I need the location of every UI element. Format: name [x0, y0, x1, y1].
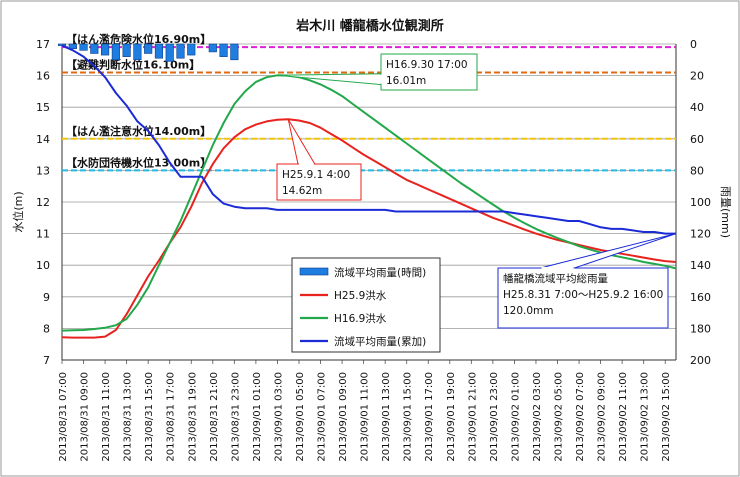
legend-label: H16.9洪水	[334, 313, 387, 325]
x-tick-label: 2013/09/02 07:00	[575, 372, 586, 462]
series-line-2	[61, 44, 676, 235]
x-tick-label: 2013/08/31 13:00	[123, 372, 134, 462]
x-tick-label: 2013/09/02 03:00	[532, 372, 543, 462]
x-tick-label: 2013/08/31 09:00	[80, 372, 91, 462]
y2-tick-label-0: 0	[690, 38, 697, 51]
threshold-label-3: 【水防団待機水位13.00m】	[66, 155, 211, 169]
y2-tick-label-200: 200	[690, 354, 711, 367]
chart-title: 岩木川 幡龍橋水位観測所	[295, 18, 444, 34]
y-tick-label-11: 11	[36, 228, 50, 241]
y-tick-label-14: 14	[36, 133, 50, 146]
threshold-lines: 【はん濫危険水位16.90m】【避難判断水位16.10m】【はん濫注意水位14.…	[62, 32, 676, 172]
annotation-text: H25.8.31 7:00～H25.9.2 16:00	[503, 289, 663, 301]
rainfall-bar	[79, 43, 88, 51]
rainfall-bar	[219, 43, 228, 57]
y-tick-label-12: 12	[36, 196, 50, 209]
rainfall-bar	[101, 43, 110, 56]
x-tick-label: 2013/09/02 15:00	[661, 372, 672, 462]
x-tick-label: 2013/09/01 17:00	[424, 372, 435, 462]
legend-label: H25.9洪水	[334, 290, 387, 302]
rainfall-bar	[187, 43, 196, 56]
x-tick-label: 2013/08/31 11:00	[101, 372, 112, 462]
annotation-text: H16.9.30 17:00	[386, 59, 468, 71]
x-tick-label: 2013/09/02 09:00	[597, 372, 608, 462]
rainfall-bar	[90, 43, 99, 54]
y2-tick-label-140: 140	[690, 259, 711, 272]
x-tick-label: 2013/09/01 13:00	[381, 372, 392, 462]
x-tick-label: 2013/09/01 19:00	[446, 372, 457, 462]
annotation-text: 幡龍橋流域平均総雨量	[503, 272, 608, 285]
rainfall-bars	[57, 43, 239, 62]
annotation-text: 14.62m	[282, 185, 322, 197]
annotation-total: 幡龍橋流域平均総雨量 H25.8.31 7:00～H25.9.2 16:00 120…	[497, 233, 677, 329]
y2-tick-label-60: 60	[690, 133, 704, 146]
rainfall-bar	[122, 43, 131, 57]
series-line-1	[61, 74, 677, 332]
y2-tick-label-40: 40	[690, 101, 704, 114]
y-tick-label-9: 9	[43, 291, 50, 304]
annotation-box	[276, 163, 362, 201]
y-tick-label-13: 13	[36, 164, 50, 177]
y-tick-label-10: 10	[36, 259, 50, 272]
rainfall-bar	[144, 43, 153, 54]
y-tick-label-17: 17	[36, 38, 50, 51]
x-tick-label: 2013/08/31 19:00	[187, 372, 198, 462]
x-tick-label: 2013/09/01 21:00	[467, 372, 478, 462]
x-tick-label: 2013/09/02 05:00	[554, 372, 565, 462]
y-tick-label-15: 15	[36, 101, 50, 114]
annotation-h25: H25.9.1 4:00 14.62m	[276, 118, 362, 201]
y2-tick-label-80: 80	[690, 164, 704, 177]
threshold-label-2: 【はん濫注意水位14.00m】	[66, 124, 211, 138]
y2-tick-label-180: 180	[690, 322, 711, 335]
x-tick-label: 2013/09/01 11:00	[360, 372, 371, 462]
annotation-box	[497, 267, 669, 329]
y2-tick-label-160: 160	[690, 291, 711, 304]
x-tick-label: 2013/09/01 09:00	[338, 372, 349, 462]
x-tick-label: 2013/09/02 11:00	[618, 372, 629, 462]
annotation-text: H25.9.1 4:00	[282, 169, 350, 181]
x-tick-label: 2013/08/31 07:00	[58, 372, 69, 462]
y-tick-label-8: 8	[43, 322, 50, 335]
x-tick-label: 2013/09/01 07:00	[317, 372, 328, 462]
y-tick-label-16: 16	[36, 70, 50, 83]
rainfall-bar	[154, 43, 164, 59]
rainfall-bar	[68, 43, 77, 50]
x-tick-label: 2013/09/01 05:00	[295, 372, 306, 462]
x-tick-label: 2013/09/02 01:00	[510, 372, 521, 462]
y2-axis-label: 雨量(mm)	[719, 186, 732, 238]
rainfall-bar	[230, 43, 239, 61]
annotation-h16: H16.9.30 17:00 16.01m	[277, 53, 478, 91]
x-tick-label: 2013/08/31 21:00	[209, 372, 220, 462]
y2-tick-label-100: 100	[690, 196, 711, 209]
y-axis-label: 水位(m)	[11, 191, 25, 232]
rainfall-bar	[176, 43, 185, 59]
threshold-label-0: 【はん濫危険水位16.90m】	[66, 32, 211, 46]
legend-label: 流域平均雨量(時間)	[334, 266, 426, 279]
legend-label: 流域平均雨量(累加)	[334, 335, 426, 348]
rainfall-bar	[208, 43, 217, 53]
x-tick-label: 2013/08/31 17:00	[166, 372, 177, 462]
annotation-box	[380, 53, 478, 91]
annotation-text: 16.01m	[386, 75, 426, 87]
x-tick-label: 2013/08/31 23:00	[230, 372, 241, 462]
y-tick-label-7: 7	[43, 354, 50, 367]
y2-tick-label-20: 20	[690, 70, 704, 83]
x-tick-label: 2013/09/01 03:00	[273, 372, 284, 462]
annotation-text: 120.0mm	[503, 305, 554, 317]
x-tick-label: 2013/09/01 15:00	[403, 372, 414, 462]
rainfall-bar	[57, 43, 67, 46]
rainfall-bar	[165, 43, 174, 62]
legend-swatch	[299, 267, 329, 276]
rainfall-bar	[133, 43, 142, 61]
x-tick-label: 2013/09/01 23:00	[489, 372, 500, 462]
x-tick-label: 2013/09/02 13:00	[640, 372, 651, 462]
x-tick-label: 2013/09/01 01:00	[252, 372, 263, 462]
rainfall-bar	[111, 43, 120, 61]
y2-tick-label-120: 120	[690, 228, 711, 241]
x-tick-label: 2013/08/31 15:00	[144, 372, 155, 462]
